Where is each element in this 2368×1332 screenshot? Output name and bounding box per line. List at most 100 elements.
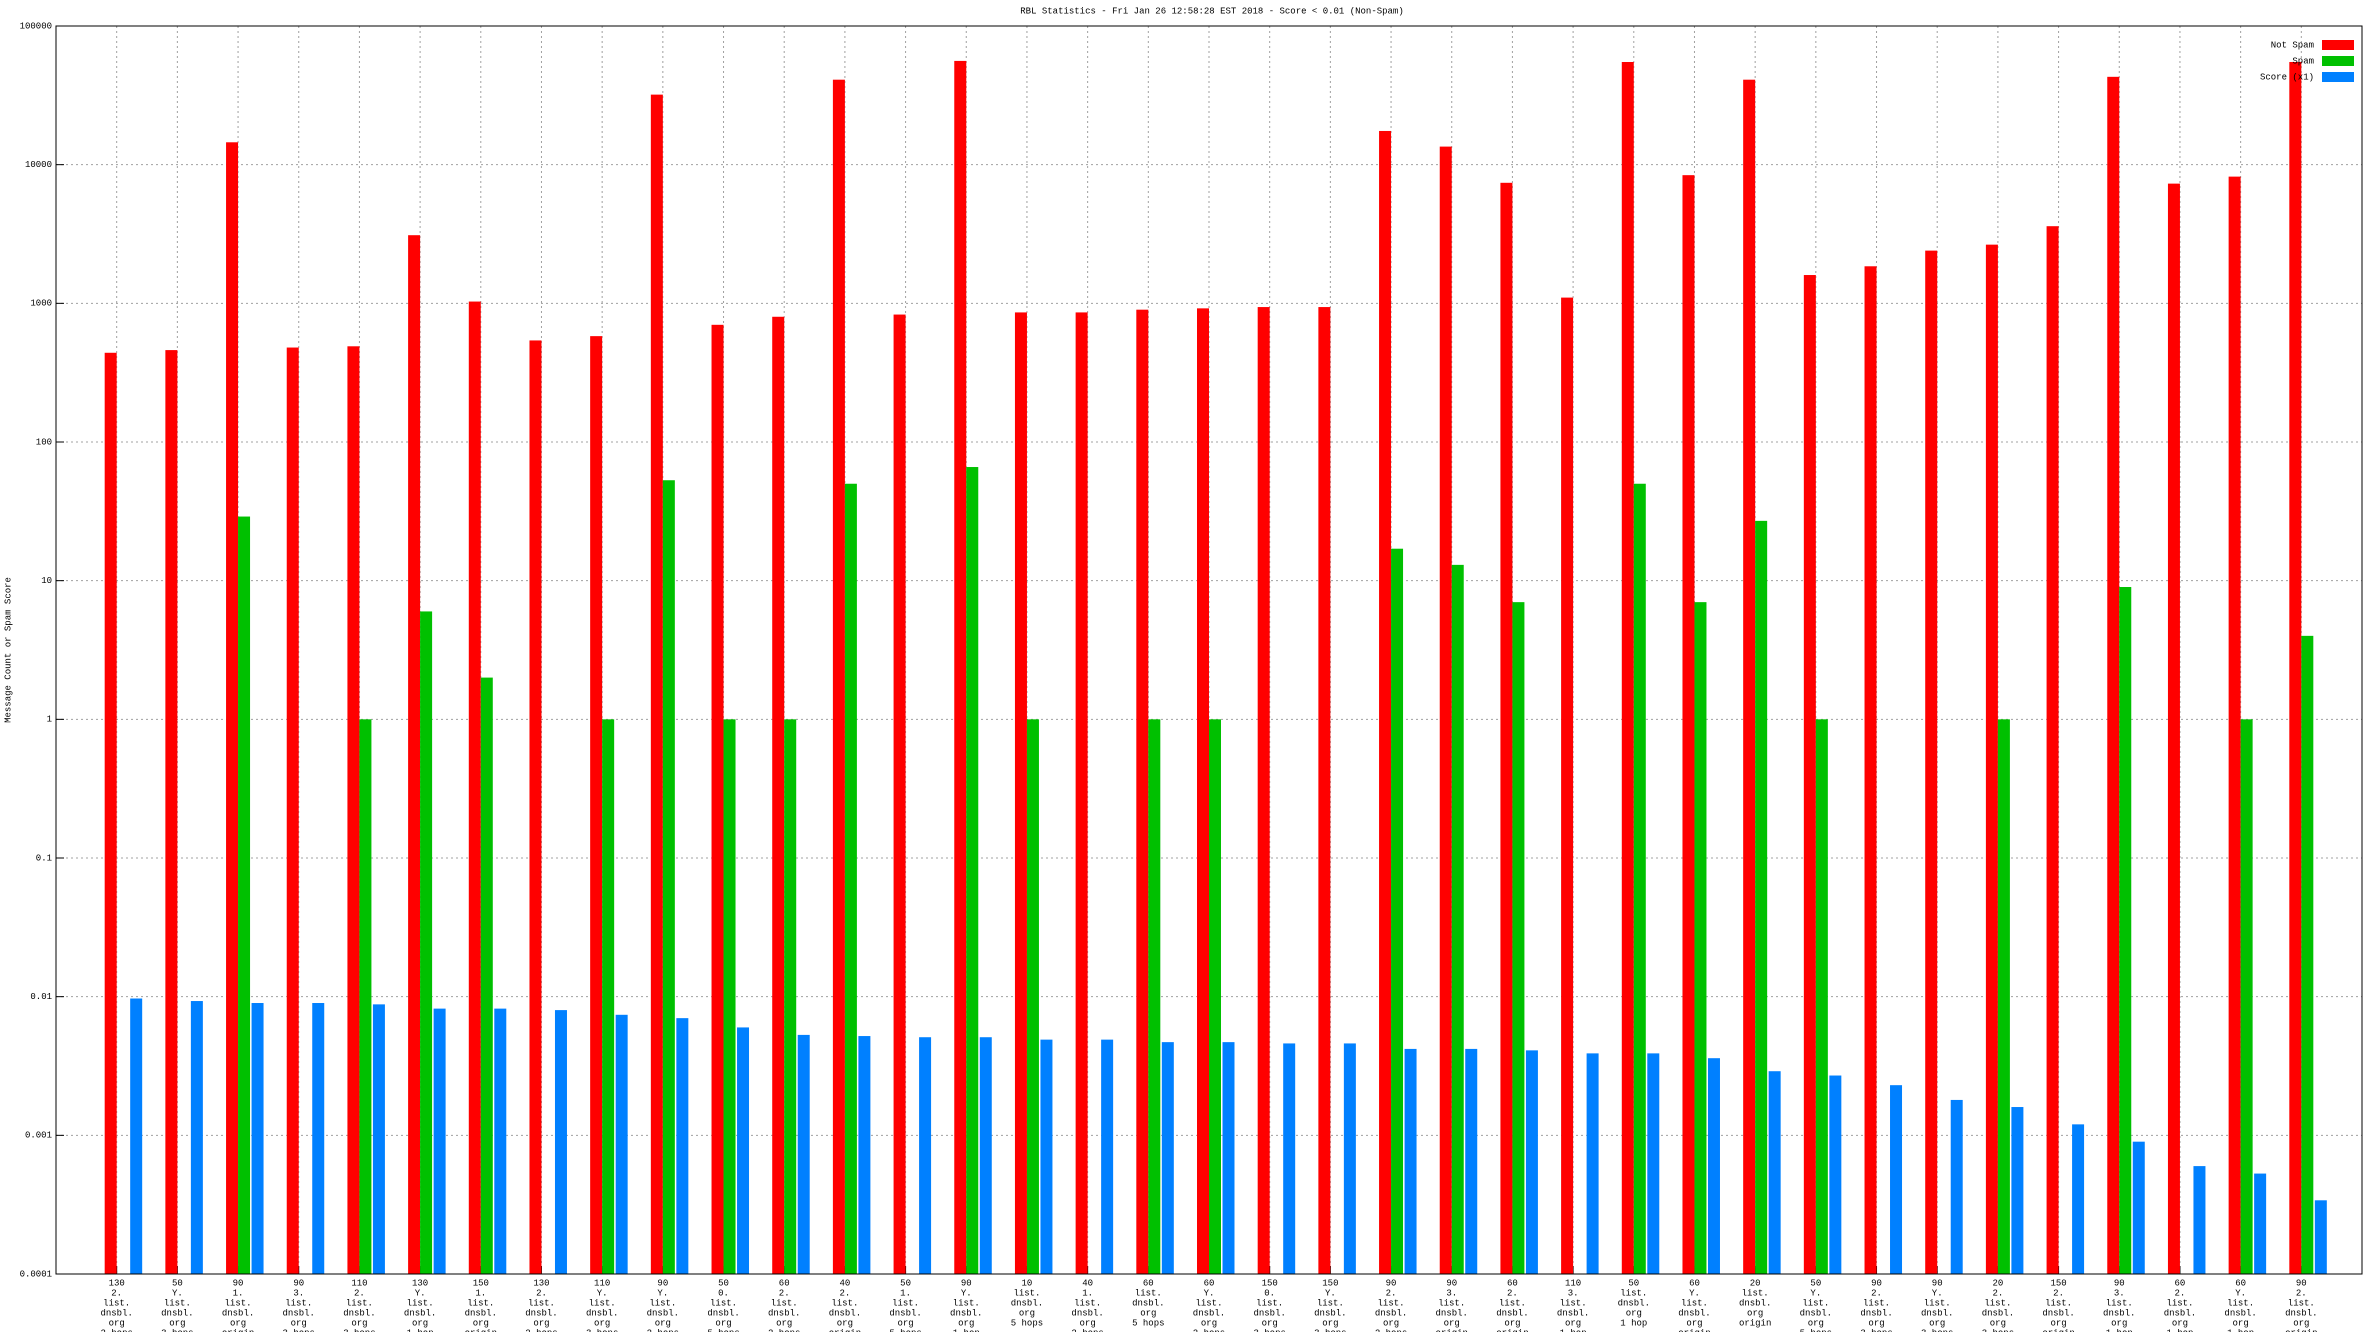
x-tick-label: 1 hop	[2166, 1328, 2193, 1332]
bar	[1925, 250, 1938, 1274]
x-tick-label: 20	[1992, 1278, 2003, 1288]
x-tick-label: org	[594, 1318, 610, 1328]
x-tick-label: 0.	[1264, 1288, 1275, 1298]
bar	[1633, 483, 1646, 1275]
x-tick-label: Y.	[1810, 1288, 1821, 1298]
bar	[590, 336, 603, 1275]
x-tick-label: 60	[2175, 1278, 2186, 1288]
x-tick-label: 3.	[293, 1288, 304, 1298]
x-tick-label: list.	[467, 1298, 494, 1308]
bar	[1500, 182, 1513, 1275]
x-tick-label: 50	[718, 1278, 729, 1288]
x-tick-label: Y.	[1325, 1288, 1336, 1298]
bar	[480, 677, 493, 1274]
x-tick-label: 60	[1689, 1278, 1700, 1288]
x-tick-label: 3 hops	[1860, 1328, 1892, 1332]
x-tick-label: list.	[225, 1298, 252, 1308]
bar	[1743, 79, 1756, 1274]
x-tick-label: 3 hops	[1253, 1328, 1285, 1332]
x-tick-label: list.	[1742, 1288, 1769, 1298]
x-tick-label: 1 hop	[2106, 1328, 2133, 1332]
x-tick-label: list.	[2045, 1298, 2072, 1308]
x-tick-label: list.	[1378, 1298, 1405, 1308]
x-tick-label: 2.	[2053, 1288, 2064, 1298]
x-tick-label: 60	[1143, 1278, 1154, 1288]
x-tick-label: origin	[1739, 1318, 1771, 1328]
bar	[1586, 1053, 1599, 1274]
legend-label: Spam	[2292, 56, 2314, 66]
x-tick-label: Y.	[1204, 1288, 1215, 1298]
x-tick-label: 1 hop	[2227, 1328, 2254, 1332]
bar	[2254, 1173, 2267, 1274]
x-tick-label: list.	[2227, 1298, 2254, 1308]
bar	[919, 1037, 932, 1274]
x-tick-label: dnsbl.	[161, 1308, 193, 1318]
x-tick-label: list.	[1984, 1298, 2011, 1308]
bar	[1161, 1042, 1174, 1274]
x-tick-label: list.	[1499, 1298, 1526, 1308]
bar	[954, 60, 967, 1274]
x-tick-label: dnsbl.	[343, 1308, 375, 1318]
bar	[1621, 62, 1634, 1274]
bar	[2193, 1166, 2206, 1274]
x-tick-label: 1.	[233, 1288, 244, 1298]
x-tick-label: org	[1262, 1318, 1278, 1328]
bar	[130, 998, 143, 1274]
x-tick-label: 90	[2296, 1278, 2307, 1288]
x-tick-label: 50	[1628, 1278, 1639, 1288]
x-tick-label: 1 hop	[407, 1328, 434, 1332]
x-tick-label: org	[776, 1318, 792, 1328]
x-tick-label: 130	[412, 1278, 428, 1288]
x-tick-label: 2.	[1386, 1288, 1397, 1298]
x-tick-label: org	[2111, 1318, 2127, 1328]
x-tick-label: 2 hops	[1193, 1328, 1225, 1332]
x-tick-label: org	[109, 1318, 125, 1328]
x-tick-label: Y.	[172, 1288, 183, 1298]
bar	[737, 1027, 750, 1274]
x-tick-label: org	[1201, 1318, 1217, 1328]
x-tick-label: org	[473, 1318, 489, 1328]
bar	[165, 350, 178, 1274]
legend-swatch	[2322, 56, 2354, 66]
x-tick-label: dnsbl.	[1193, 1308, 1225, 1318]
bar	[2301, 635, 2314, 1274]
bar	[1148, 719, 1161, 1274]
x-tick-label: dnsbl.	[1800, 1308, 1832, 1318]
x-tick-label: list.	[892, 1298, 919, 1308]
x-tick-label: dnsbl.	[829, 1308, 861, 1318]
x-tick-label: list.	[2166, 1298, 2193, 1308]
bar	[2167, 183, 2180, 1274]
bar	[1864, 266, 1877, 1274]
x-tick-label: org	[1747, 1308, 1763, 1318]
x-tick-label: origin	[2285, 1328, 2317, 1332]
x-tick-label: list.	[1924, 1298, 1951, 1308]
x-tick-label: org	[1565, 1318, 1581, 1328]
bar	[1950, 1099, 1963, 1274]
x-tick-label: 2.	[354, 1288, 365, 1298]
x-tick-label: list.	[710, 1298, 737, 1308]
x-tick-label: dnsbl.	[1860, 1308, 1892, 1318]
bar	[1404, 1048, 1417, 1274]
x-tick-label: 3 hops	[1314, 1328, 1346, 1332]
x-tick-label: org	[169, 1318, 185, 1328]
x-tick-label: origin	[222, 1328, 254, 1332]
x-tick-label: org	[2172, 1318, 2188, 1328]
y-tick-label: 1000	[30, 299, 52, 309]
bar	[2072, 1124, 2085, 1274]
chart-title: RBL Statistics - Fri Jan 26 12:58:28 EST…	[1020, 6, 1403, 16]
x-tick-label: org	[1444, 1318, 1460, 1328]
bar	[433, 1008, 446, 1274]
x-tick-label: dnsbl.	[283, 1308, 315, 1318]
bar	[2240, 719, 2253, 1274]
x-tick-label: list.	[1681, 1298, 1708, 1308]
bar	[420, 611, 433, 1274]
x-tick-label: 2.	[1507, 1288, 1518, 1298]
bar	[1707, 1058, 1720, 1274]
x-tick-label: Y.	[415, 1288, 426, 1298]
x-tick-label: Y.	[657, 1288, 668, 1298]
x-tick-label: list.	[1863, 1298, 1890, 1308]
x-tick-label: Y.	[1689, 1288, 1700, 1298]
bar	[2228, 176, 2241, 1275]
x-tick-label: 40	[1082, 1278, 1093, 1288]
